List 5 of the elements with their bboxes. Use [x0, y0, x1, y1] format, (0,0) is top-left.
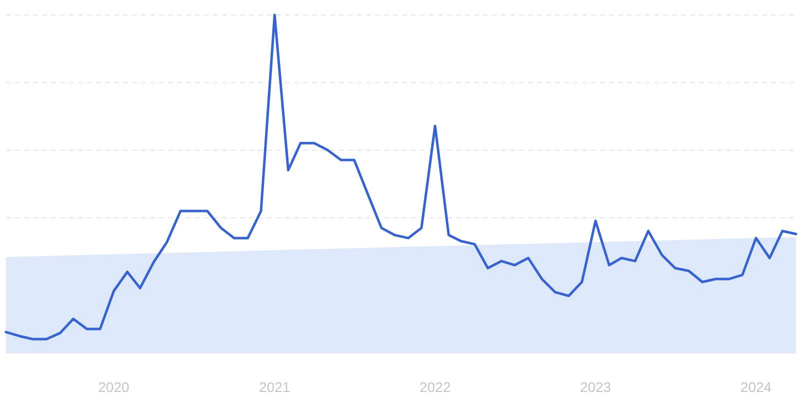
x-tick-label: 2023 — [580, 379, 612, 394]
x-tick-label: 2021 — [259, 379, 290, 394]
x-tick-label: 2022 — [419, 379, 451, 394]
x-tick-label: 2020 — [98, 379, 130, 394]
x-tick-label: 2024 — [740, 379, 772, 394]
